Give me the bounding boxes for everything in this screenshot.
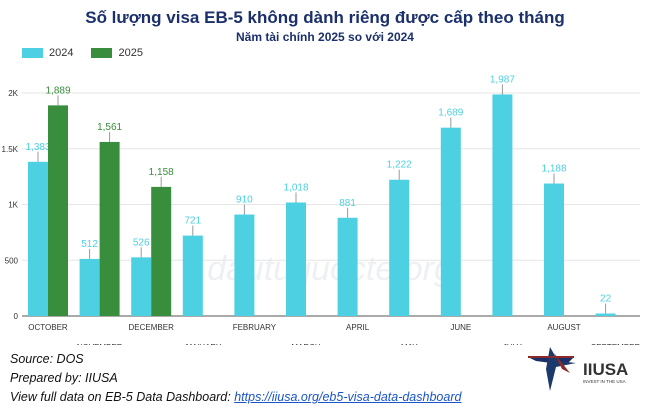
iiusa-logo: IIUSA INVEST IN THE USA bbox=[528, 347, 628, 391]
data-label: 1,188 bbox=[541, 164, 566, 175]
data-label: 1,018 bbox=[283, 182, 308, 193]
legend-swatch bbox=[22, 48, 43, 58]
legend-swatch bbox=[91, 48, 113, 58]
bar-2024-september bbox=[595, 313, 616, 316]
x-tick-label: JULY bbox=[503, 343, 523, 345]
x-tick-label: JUNE bbox=[450, 323, 471, 332]
x-tick-label: MAY bbox=[401, 343, 418, 345]
data-label: 1,158 bbox=[149, 167, 174, 178]
legend: 2024 2025 bbox=[22, 47, 143, 59]
x-tick-label: APRIL bbox=[346, 323, 370, 332]
bar-2024-june bbox=[440, 127, 461, 316]
data-label: 1,689 bbox=[438, 108, 463, 119]
dashboard-note: View full data on EB-5 Data Dashboard: h… bbox=[10, 390, 462, 404]
data-label: 512 bbox=[81, 239, 98, 250]
footer: Source: DOS Prepared by: IIUSA View full… bbox=[10, 350, 461, 407]
bar-2024-may bbox=[389, 179, 410, 316]
x-tick-label: JANUARY bbox=[184, 343, 222, 345]
y-tick-label: 2K bbox=[8, 89, 18, 98]
chart-title: Số lượng visa EB-5 không dành riêng được… bbox=[85, 8, 565, 27]
bar-2024-march bbox=[286, 202, 306, 316]
data-label: 1,987 bbox=[490, 74, 515, 85]
bar-chart: dautuquocte.org05001K1.5K2KOCTOBERNOVEMB… bbox=[2, 74, 641, 345]
x-tick-label: SEPTEMBER bbox=[591, 343, 641, 345]
data-label: 910 bbox=[236, 195, 253, 206]
x-tick-label: NOVEMBER bbox=[77, 343, 123, 345]
data-label: 1,222 bbox=[387, 160, 412, 171]
y-tick-label: 1.5K bbox=[2, 145, 19, 154]
bar-2025-october bbox=[48, 105, 68, 316]
y-tick-label: 0 bbox=[14, 312, 19, 321]
legend-label: 2024 bbox=[49, 47, 74, 59]
x-tick-label: AUGUST bbox=[547, 323, 580, 332]
svg-text:INVEST IN THE USA: INVEST IN THE USA bbox=[583, 379, 626, 384]
bar-2025-november bbox=[99, 141, 120, 316]
x-tick-label: DECEMBER bbox=[129, 323, 175, 332]
y-tick-label: 500 bbox=[5, 256, 19, 265]
bar-2024-february bbox=[234, 214, 255, 316]
x-tick-label: MARCH bbox=[291, 343, 321, 345]
legend-item-2025[interactable]: 2025 bbox=[91, 47, 143, 59]
bar-2024-october bbox=[28, 161, 48, 316]
source-note: Source: DOS bbox=[10, 352, 84, 366]
svg-text:IIUSA: IIUSA bbox=[583, 360, 628, 379]
x-tick-label: OCTOBER bbox=[28, 323, 68, 332]
data-label: 1,383 bbox=[25, 142, 50, 153]
data-label: 881 bbox=[339, 198, 356, 209]
data-label: 22 bbox=[600, 294, 612, 305]
data-label: 1,561 bbox=[97, 122, 122, 133]
prepared-note: Prepared by: IIUSA bbox=[10, 371, 118, 385]
bar-2024-april bbox=[337, 217, 358, 316]
bar-2024-july bbox=[492, 94, 513, 317]
bar-2024-november bbox=[79, 258, 100, 316]
bar-2024-january bbox=[182, 235, 203, 316]
data-label: 526 bbox=[133, 237, 150, 248]
chart-subtitle: Năm tài chính 2025 so với 2024 bbox=[236, 30, 414, 44]
bar-2025-december bbox=[151, 186, 172, 316]
y-tick-label: 1K bbox=[8, 201, 18, 210]
bar-2024-december bbox=[131, 257, 152, 316]
data-label: 721 bbox=[184, 216, 201, 227]
legend-item-2024[interactable]: 2024 bbox=[22, 47, 73, 59]
legend-label: 2025 bbox=[118, 47, 143, 59]
x-tick-label: FEBRUARY bbox=[233, 323, 277, 332]
data-label: 1,889 bbox=[45, 85, 70, 96]
dashboard-link[interactable]: https://iiusa.org/eb5-visa-data-dashboar… bbox=[234, 390, 462, 404]
bar-2024-august bbox=[544, 183, 564, 316]
